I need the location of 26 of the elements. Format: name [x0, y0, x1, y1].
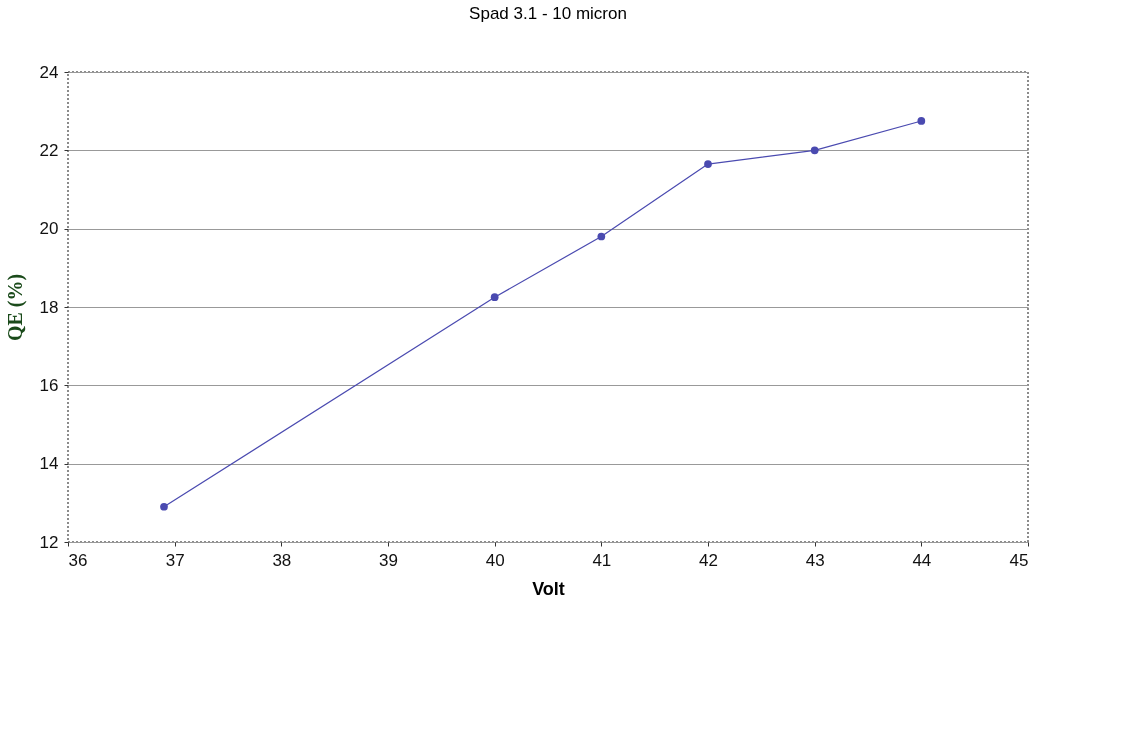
x-tick-label: 45 — [1009, 550, 1029, 570]
y-tick-label: 20 — [39, 219, 59, 239]
point — [597, 232, 606, 241]
x-tick-label: 40 — [485, 550, 505, 570]
x-tick-label: 36 — [68, 550, 88, 570]
chart-title: Spad 3.1 - 10 micron — [469, 4, 627, 23]
point — [160, 502, 168, 511]
y-axis-title: QE (%) — [3, 273, 27, 342]
point — [704, 160, 712, 168]
point — [810, 146, 819, 155]
point — [917, 117, 926, 125]
y-tick-label: 24 — [39, 62, 59, 82]
x-tick-label: 43 — [805, 550, 825, 570]
x-tick-label: 42 — [699, 550, 718, 570]
y-tick-label: 14 — [39, 454, 59, 474]
x-tick-label: 39 — [379, 550, 398, 570]
x-tick-label: 41 — [592, 550, 612, 570]
y-tick-label: 18 — [39, 297, 59, 317]
y-tick-label: 22 — [39, 140, 59, 160]
x-tick-label: 38 — [272, 550, 292, 570]
x-tick-label: 44 — [912, 550, 932, 570]
x-axis-title: Volt — [532, 578, 565, 599]
y-tick-label: 16 — [39, 375, 59, 395]
point — [490, 293, 499, 302]
x-tick-label: 37 — [165, 550, 185, 570]
y-tick-label: 12 — [39, 532, 59, 552]
